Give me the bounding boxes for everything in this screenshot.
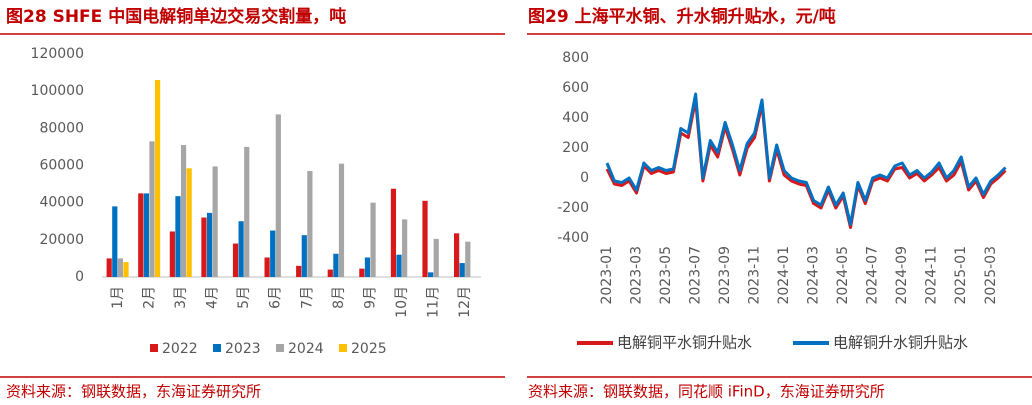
x-tick-label: 2024-05 [835, 246, 851, 305]
x-tick-label: 2025-03 [983, 246, 999, 305]
chart-title: 图28 SHFE 中国电解铜单边交易交割量，吨 [6, 6, 346, 27]
bar [169, 231, 175, 277]
bar [307, 171, 313, 277]
legend-swatch [213, 344, 221, 352]
bar [112, 206, 118, 277]
legend-swatch [339, 344, 347, 352]
bar [123, 262, 129, 277]
bar [270, 230, 276, 277]
bar [180, 145, 187, 277]
y-tick-label: 800 [562, 50, 589, 66]
bar [428, 272, 434, 277]
x-tick-label: 11月 [426, 286, 442, 318]
bar [138, 193, 144, 277]
y-tick-label: 60000 [39, 158, 84, 174]
x-tick-label: 2月 [141, 286, 157, 309]
x-tick-label: 12月 [457, 286, 473, 318]
line-series [605, 92, 1007, 226]
y-tick-label: 0 [580, 170, 589, 186]
x-tick-label: 9月 [362, 286, 378, 309]
bar [459, 263, 465, 277]
bar [364, 257, 371, 277]
legend-label: 电解铜升水铜升贴水 [833, 334, 968, 352]
legend-label: 2022 [162, 341, 198, 357]
y-tick-label: 200 [562, 140, 589, 156]
x-tick-label: 3月 [173, 286, 189, 309]
x-tick-label: 1月 [110, 286, 126, 309]
y-tick-label: 40000 [39, 195, 84, 211]
bar [149, 141, 155, 277]
bar [143, 193, 149, 277]
x-tick-label: 2025-01 [953, 246, 969, 305]
bar [296, 265, 302, 277]
x-tick-label: 7月 [299, 286, 315, 309]
bar [275, 114, 281, 277]
bar [206, 212, 213, 277]
bar [338, 163, 345, 277]
x-tick-label: 5月 [236, 286, 252, 309]
bar [454, 233, 460, 277]
y-tick-label: 80000 [39, 120, 84, 136]
bar [301, 235, 307, 277]
x-tick-label: 2024-01 [776, 246, 792, 305]
bar [117, 258, 123, 277]
bar [465, 241, 471, 277]
y-tick-label: 0 [75, 269, 84, 285]
bar [186, 168, 192, 277]
bar [244, 146, 250, 277]
chart-title: 图29 上海平水铜、升水铜升贴水，元/吨 [528, 6, 836, 27]
bar [238, 221, 244, 277]
legend-label: 2024 [288, 341, 324, 357]
x-tick-label: 2023-05 [658, 246, 674, 305]
y-tick-label: 20000 [39, 232, 84, 248]
x-tick-label: 2023-09 [717, 246, 733, 305]
y-tick-label: 120000 [31, 46, 84, 62]
bar [390, 188, 397, 277]
x-tick-label: 2023-11 [747, 246, 763, 305]
line-series [605, 98, 1007, 229]
source-note: 资料来源：钢联数据，东海证券研究所 [6, 383, 261, 401]
legend-swatch [276, 344, 284, 352]
bar [201, 217, 207, 277]
y-tick-label: 400 [562, 110, 589, 126]
bar [232, 243, 239, 277]
x-tick-label: 10月 [394, 286, 410, 318]
bar [422, 200, 428, 277]
x-tick-label: 2024-03 [806, 246, 822, 305]
bar [327, 269, 333, 277]
legend-label: 2023 [225, 341, 261, 357]
y-tick-label: 600 [562, 80, 589, 96]
x-tick-label: 2023-07 [688, 246, 704, 305]
bar [396, 254, 402, 277]
x-tick-label: 4月 [205, 286, 221, 309]
bar [370, 202, 376, 277]
bar [433, 238, 439, 277]
x-tick-label: 8月 [331, 286, 347, 309]
y-tick-label: 100000 [31, 83, 84, 99]
x-tick-label: 2024-09 [894, 246, 910, 305]
legend-label: 电解铜平水铜升贴水 [617, 334, 752, 352]
y-tick-label: -200 [557, 200, 589, 216]
y-tick-label: -400 [557, 230, 589, 246]
bar [106, 258, 112, 277]
legend-swatch [150, 344, 158, 352]
bar [264, 257, 270, 277]
x-tick-label: 6月 [268, 286, 284, 309]
source-note: 资料来源：钢联数据，同花顺 iFinD，东海证券研究所 [528, 383, 885, 401]
bar [333, 253, 339, 277]
x-tick-label: 2023-03 [629, 246, 645, 305]
x-tick-label: 2024-07 [865, 246, 881, 305]
bar [154, 80, 161, 278]
bar [212, 166, 218, 277]
x-tick-label: 2024-11 [924, 246, 940, 305]
bar [402, 219, 408, 277]
bar [359, 268, 365, 277]
bar [175, 196, 181, 277]
x-tick-label: 2023-01 [599, 246, 615, 305]
legend-label: 2025 [351, 341, 387, 357]
